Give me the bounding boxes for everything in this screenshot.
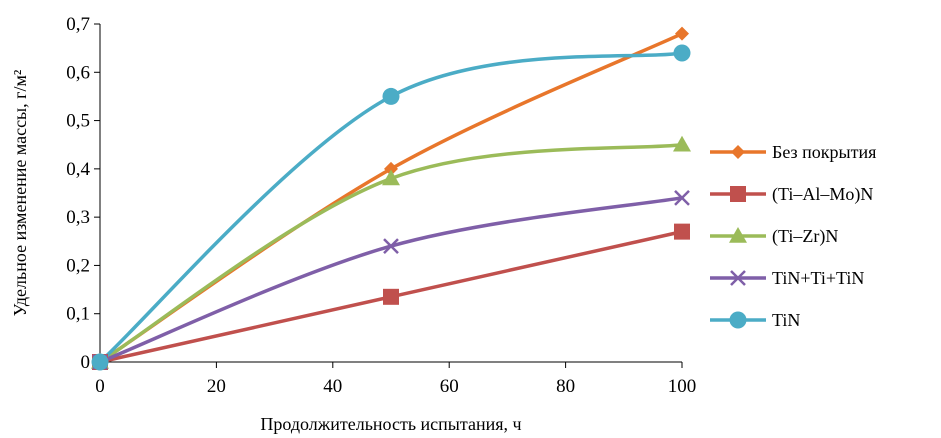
y-tick-label: 0 [81, 352, 91, 373]
data-point-series-5 [673, 44, 691, 62]
series-line-4 [98, 196, 684, 364]
legend-label: TiN+Ti+TiN [772, 268, 864, 288]
legend-label: (Ti–Al–Mo)N [772, 184, 873, 205]
x-ticks: 0 20 40 60 80 100 [95, 362, 696, 397]
y-tick-label: 0,3 [66, 207, 90, 228]
legend-item: (Ti–Zr)N [710, 226, 838, 247]
y-tick-label: 0,1 [66, 304, 90, 325]
x-tick-label: 20 [207, 376, 226, 397]
legend-item: TiN [710, 310, 800, 330]
x-axis-title: Продолжительность испытания, ч [260, 414, 521, 434]
data-point-series-4 [383, 238, 399, 254]
y-tick-label: 0,6 [66, 62, 90, 83]
data-point-series-3 [382, 169, 400, 186]
legend-marker [730, 270, 746, 286]
legend-item: TiN+Ti+TiN [710, 268, 864, 288]
y-tick-label: 0,7 [66, 14, 90, 35]
y-axis-title: Удельное изменение массы, г/м² [10, 70, 30, 317]
series-lines [98, 31, 684, 364]
legend-marker [731, 145, 745, 159]
data-point-series-2 [383, 288, 399, 305]
data-point-series-5 [91, 353, 109, 371]
x-tick-label: 80 [556, 376, 575, 397]
legend-label: (Ti–Zr)N [772, 226, 838, 247]
legend-marker [729, 311, 747, 329]
data-point-series-3 [673, 135, 691, 152]
legend: Без покрытия (Ti–Al–Mo)N (Ti–Zr)N TiN+Ti+Ti… [710, 142, 876, 330]
data-point-series-1 [384, 161, 398, 176]
legend-marker [730, 186, 746, 202]
x-tick-label: 0 [95, 376, 105, 397]
series-markers [91, 26, 691, 371]
y-tick-label: 0,2 [66, 255, 90, 276]
y-tick-label: 0,5 [66, 111, 90, 132]
legend-item: (Ti–Al–Mo)N [710, 184, 873, 205]
x-tick-label: 60 [440, 376, 459, 397]
data-point-series-2 [674, 223, 690, 240]
series-line-1 [98, 31, 684, 364]
x-tick-label: 40 [323, 376, 342, 397]
plot-area: 0 20 40 60 80 100 0 0,1 0,2 0,3 0,4 0,5 0,6 0,7 [66, 14, 696, 397]
y-ticks: 0 0,1 0,2 0,3 0,4 0,5 0,6 0,7 [66, 14, 100, 373]
data-point-series-1 [675, 26, 689, 41]
legend-item: Без покрытия [710, 142, 876, 162]
data-point-series-4 [674, 189, 690, 206]
legend-marker [729, 227, 747, 243]
legend-label: Без покрытия [772, 142, 876, 162]
y-tick-label: 0,4 [66, 159, 90, 180]
legend-label: TiN [772, 310, 800, 330]
x-tick-label: 100 [668, 376, 697, 397]
data-point-series-5 [382, 87, 400, 105]
